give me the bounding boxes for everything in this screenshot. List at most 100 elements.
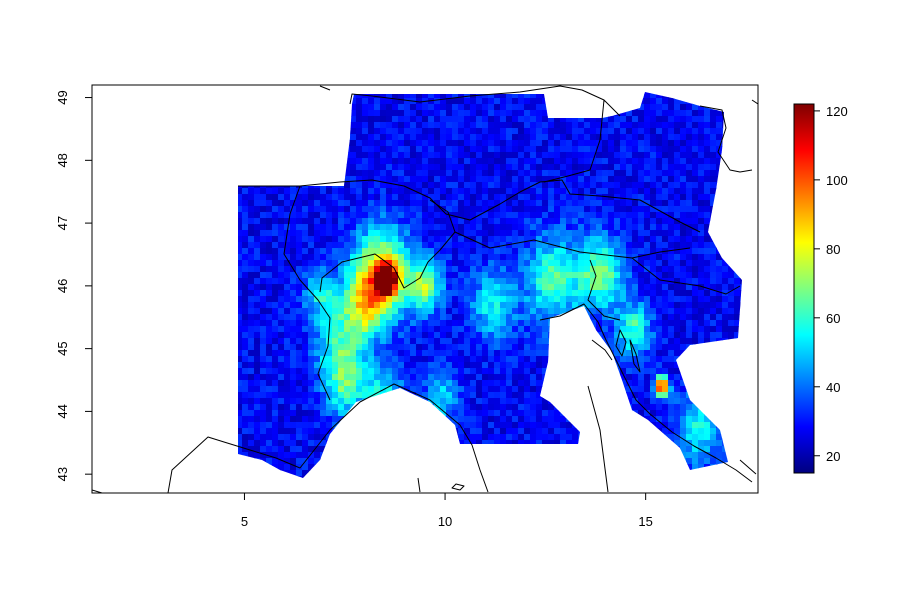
raster-cell (452, 434, 459, 441)
raster-cell (632, 212, 639, 219)
raster-cell (302, 260, 309, 267)
raster-cell (362, 296, 369, 303)
raster-cell (530, 386, 537, 393)
raster-cell (524, 368, 531, 375)
raster-cell (380, 320, 387, 327)
raster-cell (482, 218, 489, 225)
raster-cell (254, 404, 261, 411)
raster-cell (284, 356, 291, 363)
raster-cell (542, 374, 549, 381)
raster-cell (530, 98, 537, 105)
raster-cell (356, 296, 363, 303)
raster-cell (590, 428, 597, 435)
raster-cell (722, 404, 729, 411)
raster-cell (554, 236, 561, 243)
raster-cell (422, 338, 429, 345)
raster-cell (350, 344, 357, 351)
raster-cell (608, 110, 615, 117)
raster-cell (470, 368, 477, 375)
raster-cell (452, 326, 459, 333)
raster-cell (740, 356, 742, 363)
raster-cell (698, 218, 705, 225)
raster-cell (536, 428, 543, 435)
raster-cell (602, 224, 609, 231)
raster-cell (446, 398, 453, 405)
raster-cell (590, 326, 597, 333)
raster-cell (428, 134, 435, 141)
raster-cell (272, 146, 279, 153)
raster-cell (674, 254, 681, 261)
raster-cell (238, 146, 243, 153)
raster-cell (314, 314, 321, 321)
raster-cell (254, 332, 261, 339)
raster-cell (500, 410, 507, 417)
raster-cell (362, 428, 369, 435)
raster-cell (238, 404, 243, 411)
raster-cell (740, 368, 742, 375)
raster-cell (584, 404, 591, 411)
raster-cell (494, 188, 501, 195)
raster-cell (284, 404, 291, 411)
raster-cell (506, 128, 513, 135)
raster-cell (584, 266, 591, 273)
raster-cell (584, 200, 591, 207)
raster-cell (572, 266, 579, 273)
raster-cell (332, 92, 339, 99)
raster-cell (470, 242, 477, 249)
raster-cell (404, 338, 411, 345)
raster-cell (356, 170, 363, 177)
raster-cell (392, 284, 399, 291)
raster-cell (632, 434, 639, 441)
raster-cell (338, 326, 345, 333)
raster-cell (728, 212, 735, 219)
raster-cell (314, 152, 321, 159)
raster-cell (440, 320, 447, 327)
raster-cell (464, 194, 471, 201)
raster-cell (530, 422, 537, 429)
raster-cell (260, 98, 267, 105)
raster-cell (446, 302, 453, 309)
raster-cell (524, 326, 531, 333)
raster-cell (668, 374, 675, 381)
raster-cell (296, 134, 303, 141)
raster-cell (398, 302, 405, 309)
raster-cell (740, 260, 742, 267)
raster-cell (536, 98, 543, 105)
raster-cell (626, 386, 633, 393)
raster-cell (248, 278, 255, 285)
raster-cell (542, 122, 549, 129)
raster-cell (344, 350, 351, 357)
raster-cell (392, 110, 399, 117)
raster-cell (554, 134, 561, 141)
raster-cell (704, 224, 711, 231)
raster-cell (518, 320, 525, 327)
raster-cell (410, 410, 417, 417)
raster-cell (722, 224, 729, 231)
raster-cell (410, 206, 417, 213)
raster-cell (494, 302, 501, 309)
raster-cell (506, 428, 513, 435)
raster-cell (602, 428, 609, 435)
raster-cell (296, 116, 303, 123)
raster-cell (626, 158, 633, 165)
raster-cell (518, 182, 525, 189)
raster-cell (494, 152, 501, 159)
raster-cell (410, 182, 417, 189)
raster-cell (674, 122, 681, 129)
raster-cell (308, 98, 315, 105)
raster-cell (290, 344, 297, 351)
raster-cell (488, 188, 495, 195)
raster-cell (254, 194, 261, 201)
raster-cell (374, 356, 381, 363)
raster-cell (464, 410, 471, 417)
raster-cell (482, 248, 489, 255)
raster-cell (392, 338, 399, 345)
raster-cell (440, 284, 447, 291)
raster-cell (584, 146, 591, 153)
raster-cell (238, 374, 243, 381)
raster-cell (650, 230, 657, 237)
raster-cell (494, 200, 501, 207)
raster-cell (362, 224, 369, 231)
raster-cell (470, 116, 477, 123)
raster-cell (452, 374, 459, 381)
